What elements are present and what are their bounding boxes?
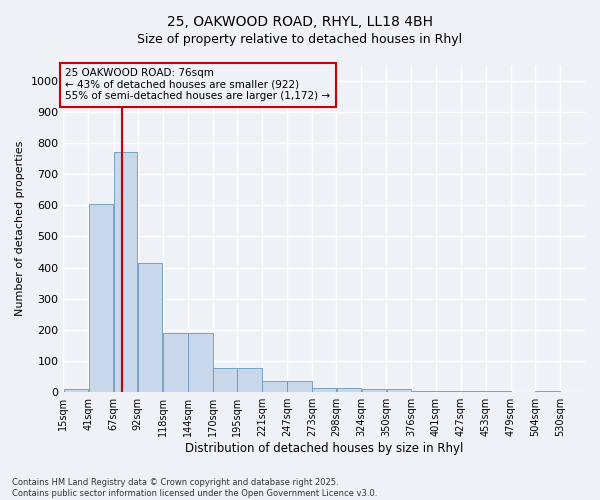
Y-axis label: Number of detached properties: Number of detached properties bbox=[15, 141, 25, 316]
Bar bbox=[114, 152, 137, 392]
Text: 25, OAKWOOD ROAD, RHYL, LL18 4BH: 25, OAKWOOD ROAD, RHYL, LL18 4BH bbox=[167, 15, 433, 29]
Bar bbox=[386, 389, 411, 392]
X-axis label: Distribution of detached houses by size in Rhyl: Distribution of detached houses by size … bbox=[185, 442, 463, 455]
Bar bbox=[287, 382, 312, 392]
Text: Contains HM Land Registry data © Crown copyright and database right 2025.
Contai: Contains HM Land Registry data © Crown c… bbox=[12, 478, 377, 498]
Bar bbox=[213, 368, 237, 392]
Bar bbox=[436, 390, 460, 392]
Text: Size of property relative to detached houses in Rhyl: Size of property relative to detached ho… bbox=[137, 32, 463, 46]
Bar bbox=[337, 388, 361, 392]
Bar bbox=[313, 388, 336, 392]
Bar bbox=[138, 263, 163, 392]
Bar bbox=[237, 368, 262, 392]
Bar bbox=[163, 333, 188, 392]
Bar bbox=[262, 382, 287, 392]
Text: 25 OAKWOOD ROAD: 76sqm
← 43% of detached houses are smaller (922)
55% of semi-de: 25 OAKWOOD ROAD: 76sqm ← 43% of detached… bbox=[65, 68, 331, 102]
Bar bbox=[535, 390, 560, 392]
Bar bbox=[64, 389, 88, 392]
Bar bbox=[188, 333, 212, 392]
Bar bbox=[412, 390, 436, 392]
Bar bbox=[89, 204, 113, 392]
Bar bbox=[362, 389, 386, 392]
